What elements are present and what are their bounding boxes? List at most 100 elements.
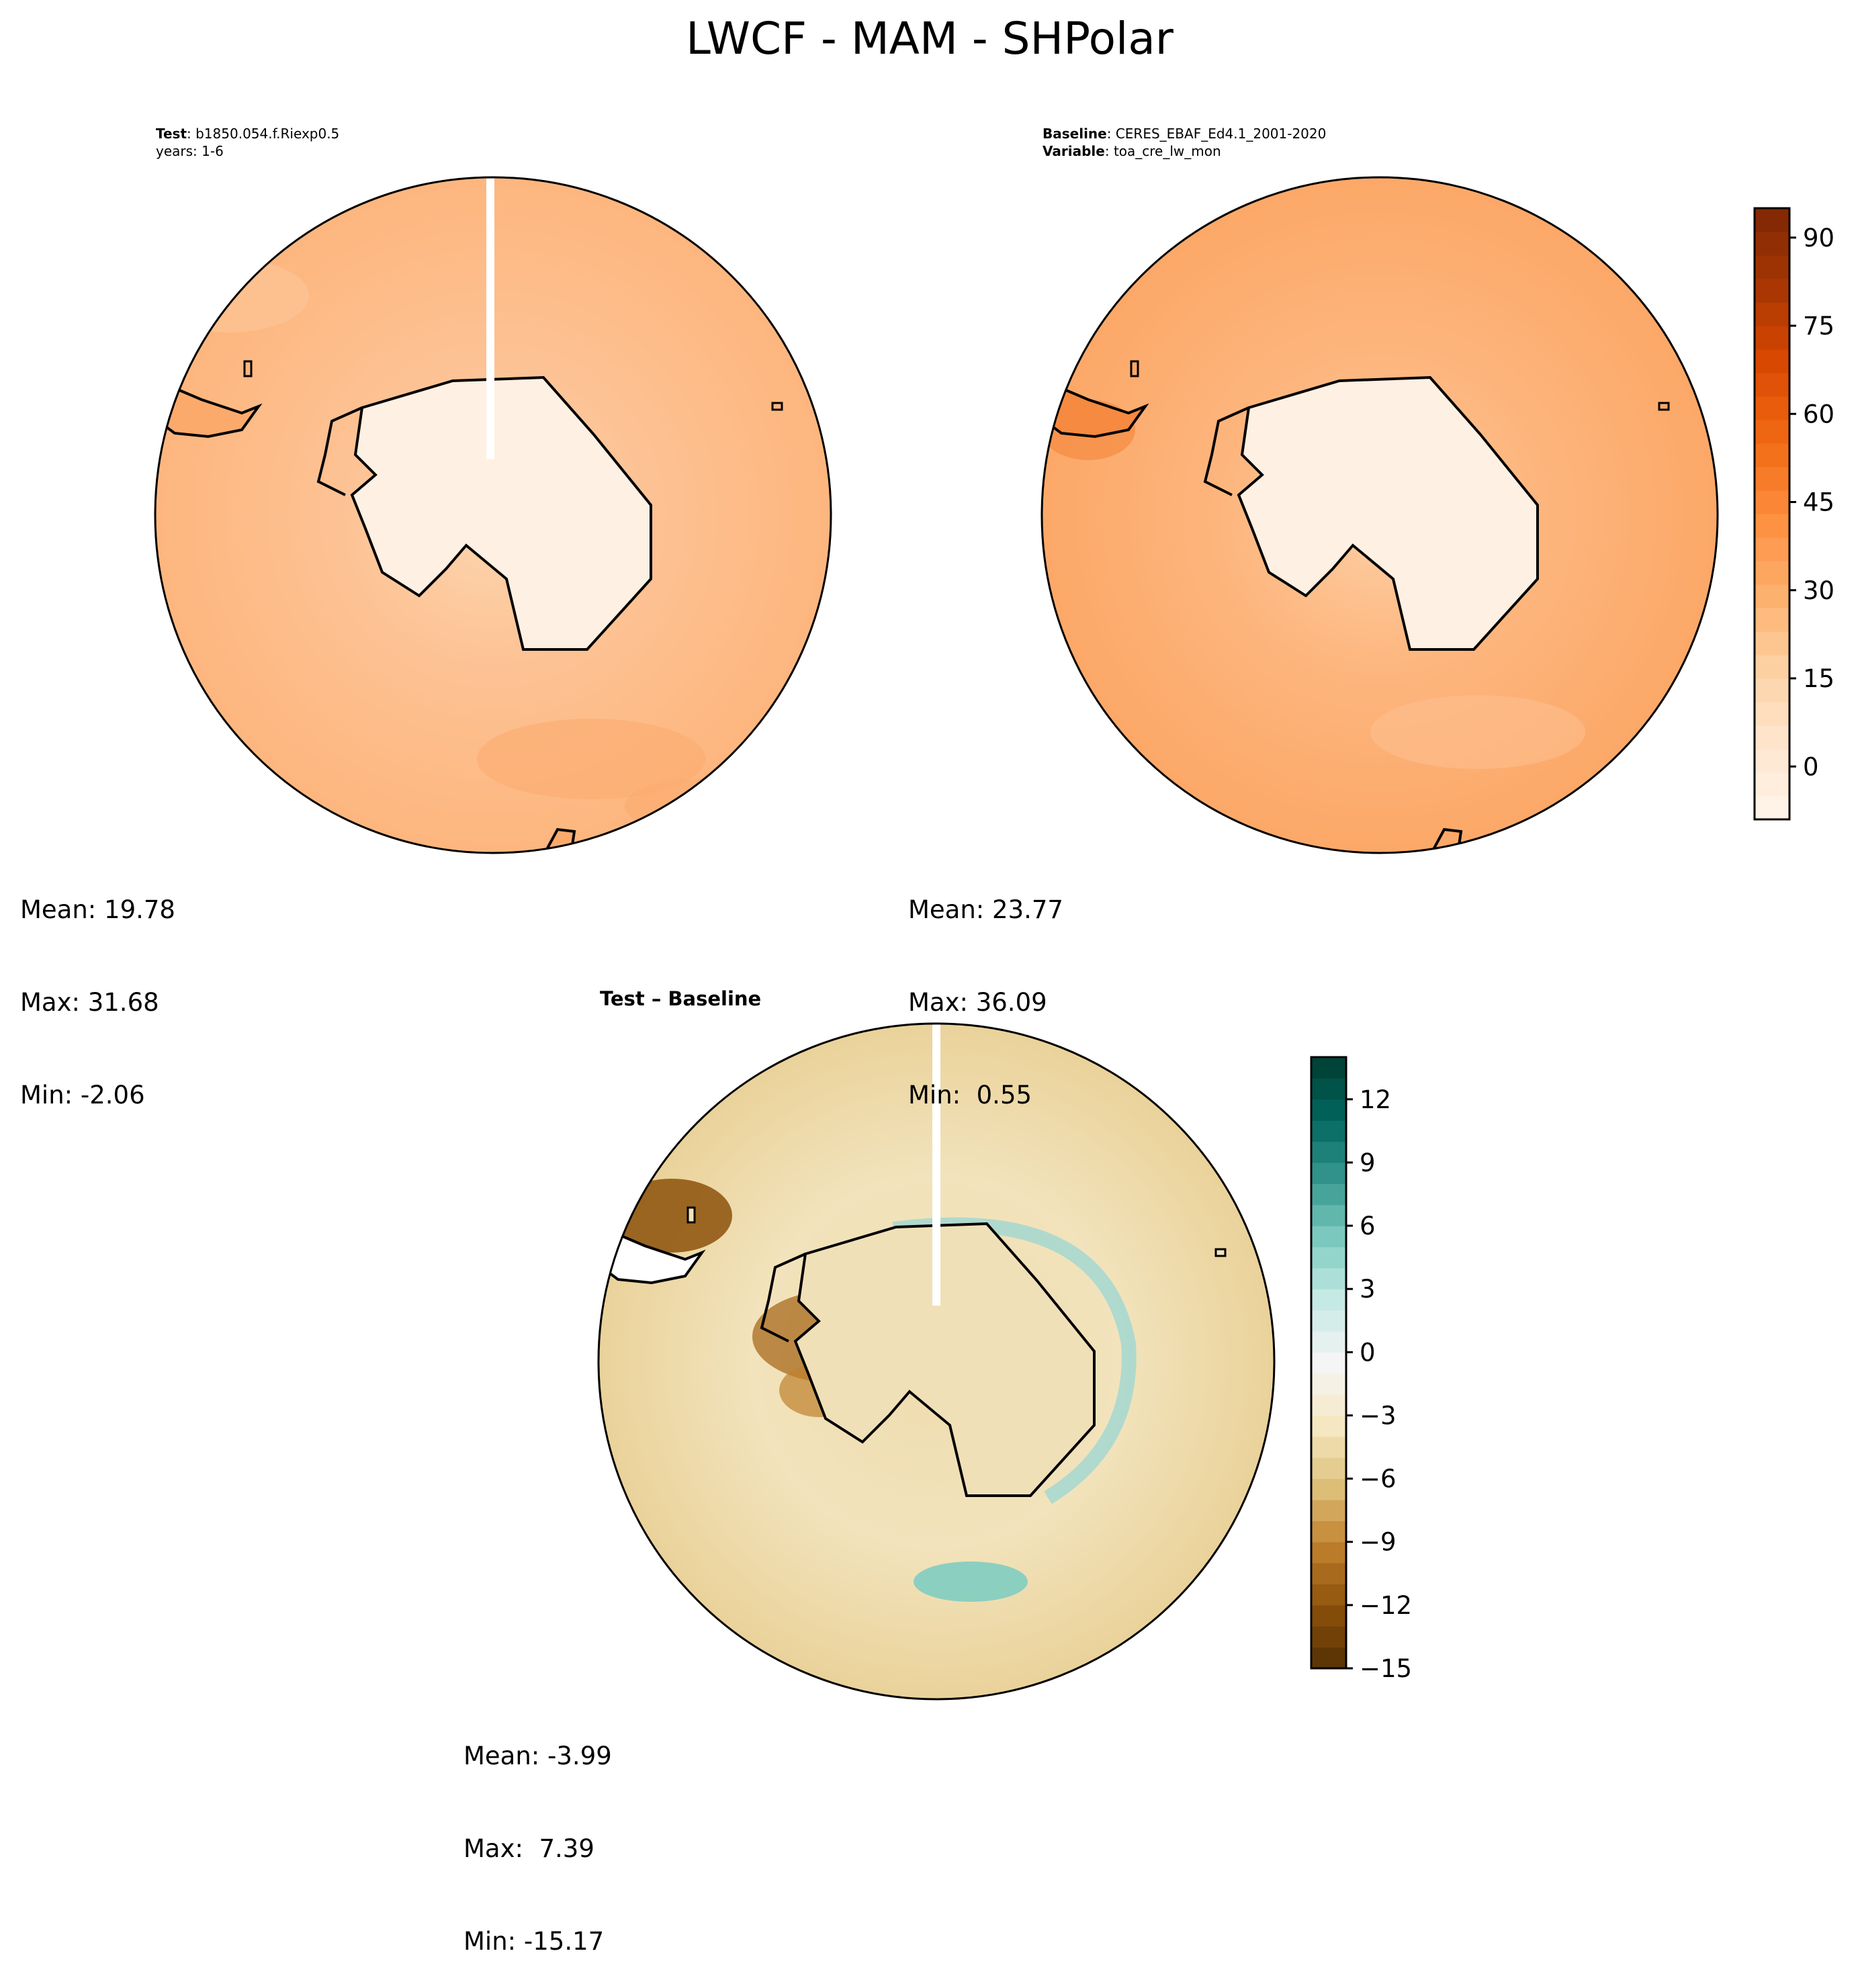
- difference-missing-longitude-strip: [932, 1024, 940, 1306]
- difference-colorbar-level-14: [1311, 1352, 1346, 1374]
- shared-colorbar-level-24: [1755, 232, 1789, 256]
- baseline-stats: Mean: 23.77 Max: 36.09 Min: 0.55: [908, 833, 1063, 1142]
- difference-colorbar-level-3: [1311, 1584, 1346, 1606]
- difference-colorbar-tick-label: −12: [1360, 1591, 1412, 1620]
- difference-max: Max: 7.39: [463, 1834, 594, 1863]
- shared-colorbar-frame: [1753, 207, 1791, 821]
- difference-colorbar-tick-label: −15: [1360, 1654, 1412, 1683]
- baseline-header-line-1: Baseline: CERES_EBAF_Ed4.1_2001-2020: [1043, 126, 1326, 142]
- difference-colorbar-level-6: [1311, 1521, 1346, 1543]
- shared-colorbar-level-7: [1755, 631, 1789, 656]
- shared-colorbar-level-10: [1755, 561, 1789, 585]
- difference-colorbar-level-16: [1311, 1310, 1346, 1332]
- baseline-map-boundary: [1040, 176, 1719, 854]
- shared-colorbar-tick-label: 90: [1803, 224, 1834, 253]
- shared-colorbar-level-21: [1755, 302, 1789, 326]
- figure-title: LWCF - MAM - SHPolar: [686, 13, 1174, 64]
- shared-colorbar-level-0: [1755, 796, 1789, 820]
- shared-colorbar: 0 15 30 45 60 75 90: [1753, 207, 1834, 821]
- baseline-header-line-2: Variable: toa_cre_lw_mon: [1043, 143, 1221, 159]
- difference-colorbar-level-5: [1311, 1541, 1346, 1564]
- shared-colorbar-level-18: [1755, 373, 1789, 397]
- difference-min: Min: -15.17: [463, 1927, 605, 1956]
- test-min: Min: -2.06: [20, 1081, 145, 1110]
- shared-colorbar-level-25: [1755, 208, 1789, 232]
- baseline-map-field: [1042, 177, 1718, 853]
- shared-colorbar-level-15: [1755, 443, 1789, 467]
- difference-colorbar-tick-label: −6: [1360, 1465, 1397, 1494]
- difference-colorbar-level-10: [1311, 1436, 1346, 1458]
- difference-colorbar-level-11: [1311, 1415, 1346, 1437]
- test-missing-longitude-strip: [486, 177, 494, 459]
- shared-colorbar-tick-label: 30: [1803, 576, 1834, 605]
- difference-map-boundary: [597, 1022, 1276, 1701]
- shared-colorbar-level-2: [1755, 749, 1789, 773]
- test-stats: Mean: 19.78 Max: 31.68 Min: -2.06: [20, 833, 175, 1142]
- shared-colorbar-level-8: [1755, 608, 1789, 632]
- difference-mean: Mean: -3.99: [463, 1742, 612, 1770]
- difference-colorbar-level-18: [1311, 1267, 1346, 1290]
- shared-colorbar-level-4: [1755, 702, 1789, 726]
- shared-colorbar-tick-label: 45: [1803, 488, 1834, 517]
- difference-colorbar-tick-label: 0: [1360, 1338, 1376, 1367]
- difference-colorbar-level-7: [1311, 1499, 1346, 1521]
- test-header-line-1: Test: b1850.054.f.Riexp0.5: [156, 126, 339, 142]
- difference-colorbar-tick-label: −3: [1360, 1401, 1397, 1430]
- panel-difference: Test – Baseline: [597, 987, 1276, 1701]
- difference-antarctica-coastline: [793, 1222, 1096, 1497]
- shared-colorbar-tick-label: 15: [1803, 664, 1834, 693]
- difference-colorbar-level-22: [1311, 1183, 1346, 1206]
- difference-colorbar-level-26: [1311, 1099, 1346, 1121]
- shared-colorbar-level-3: [1755, 725, 1789, 750]
- difference-colorbar-level-27: [1311, 1078, 1346, 1100]
- difference-colorbar-frame: [1310, 1056, 1347, 1670]
- difference-colorbar-tick-label: −9: [1360, 1528, 1397, 1557]
- difference-colorbar-level-8: [1311, 1478, 1346, 1500]
- test-mean: Mean: 19.78: [20, 895, 175, 924]
- shared-colorbar-level-14: [1755, 467, 1789, 491]
- panel-test: Test: b1850.054.f.Riexp0.5 years: 1-6: [154, 126, 832, 854]
- shared-colorbar-level-12: [1755, 514, 1789, 538]
- difference-colorbar-level-2: [1311, 1605, 1346, 1627]
- difference-colorbar-level-15: [1311, 1330, 1346, 1353]
- test-header-line-2: years: 1-6: [156, 143, 224, 159]
- shared-colorbar-level-9: [1755, 584, 1789, 608]
- difference-colorbar-level-25: [1311, 1120, 1346, 1142]
- shared-colorbar-level-17: [1755, 396, 1789, 420]
- test-max: Max: 31.68: [20, 988, 159, 1017]
- baseline-mean: Mean: 23.77: [908, 895, 1063, 924]
- shared-colorbar-level-5: [1755, 678, 1789, 703]
- difference-map-field: [599, 1024, 1274, 1699]
- difference-colorbar-level-1: [1311, 1626, 1346, 1648]
- shared-colorbar-level-13: [1755, 490, 1789, 514]
- difference-colorbar-level-28: [1311, 1057, 1346, 1079]
- difference-colorbar-tick-label: 6: [1360, 1212, 1376, 1240]
- shared-colorbar-level-20: [1755, 326, 1789, 350]
- shared-colorbar-tick-label: 60: [1803, 400, 1834, 428]
- test-map-boundary: [154, 176, 832, 854]
- difference-stats: Mean: -3.99 Max: 7.39 Min: -15.17: [463, 1679, 612, 1988]
- difference-colorbar-level-12: [1311, 1394, 1346, 1416]
- figure-canvas: LWCF - MAM - SHPolar Test: b1850.054.f.R…: [154, 13, 1834, 1701]
- shared-colorbar-tick-label: 0: [1803, 752, 1819, 781]
- difference-colorbar-level-21: [1311, 1204, 1346, 1226]
- difference-colorbar-tick-label: 3: [1360, 1275, 1376, 1304]
- difference-colorbar: −15 −12 −9 −6 −3 0 3 6 9 12: [1310, 1056, 1412, 1683]
- panel-baseline: Baseline: CERES_EBAF_Ed4.1_2001-2020 Var…: [1040, 126, 1719, 854]
- difference-colorbar-level-4: [1311, 1563, 1346, 1585]
- shared-colorbar-level-23: [1755, 255, 1789, 279]
- difference-colorbar-level-9: [1311, 1457, 1346, 1480]
- difference-colorbar-level-24: [1311, 1141, 1346, 1163]
- test-antarctica-coastline: [350, 375, 652, 651]
- difference-colorbar-level-17: [1311, 1289, 1346, 1311]
- difference-colorbar-level-19: [1311, 1247, 1346, 1269]
- difference-title: Test – Baseline: [600, 987, 761, 1010]
- difference-colorbar-tick-label: 9: [1360, 1148, 1376, 1177]
- baseline-antarctica-coastline: [1237, 375, 1539, 651]
- shared-colorbar-level-22: [1755, 279, 1789, 303]
- shared-colorbar-level-1: [1755, 772, 1789, 797]
- difference-colorbar-level-0: [1311, 1647, 1346, 1669]
- baseline-max: Max: 36.09: [908, 988, 1047, 1017]
- difference-colorbar-tick-label: 12: [1360, 1085, 1391, 1114]
- difference-colorbar-level-20: [1311, 1226, 1346, 1248]
